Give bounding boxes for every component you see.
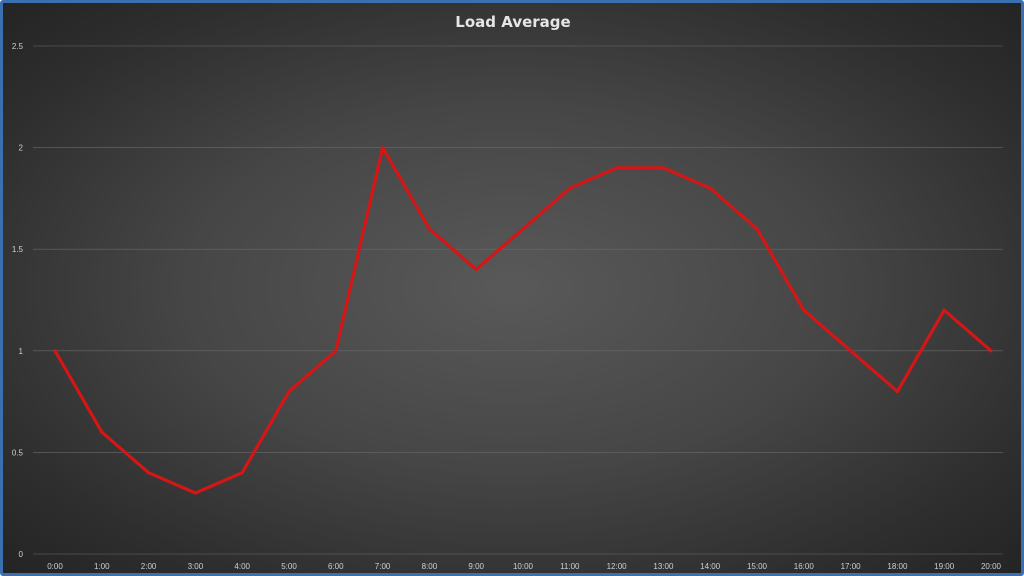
data-point: [474, 267, 478, 272]
y-axis-ticks: 0 0.5 1 1.5 2 2.5: [12, 42, 24, 559]
series-layer: [53, 146, 993, 495]
data-point: [381, 146, 385, 150]
data-point: [755, 227, 759, 231]
data-point: [193, 491, 197, 495]
x-tick-label: 0:00: [47, 562, 63, 571]
chart-title: Load Average: [455, 13, 570, 31]
data-point: [849, 349, 853, 353]
data-point: [942, 308, 946, 312]
data-point: [521, 227, 525, 231]
y-tick-label: 1.5: [12, 245, 24, 254]
data-point: [661, 166, 666, 170]
y-tick-label: 0.5: [12, 448, 24, 457]
x-tick-label: 17:00: [841, 562, 862, 571]
x-tick-label: 16:00: [794, 562, 815, 571]
x-tick-label: 11:00: [560, 562, 580, 571]
data-point: [287, 389, 291, 394]
x-tick-label: 20:00: [981, 562, 1002, 571]
y-tick-label: 1: [19, 347, 24, 356]
data-point: [147, 471, 151, 475]
data-point: [708, 186, 712, 190]
data-point: [427, 227, 431, 231]
x-tick-label: 12:00: [607, 562, 628, 571]
x-tick-label: 6:00: [328, 562, 344, 571]
data-point: [240, 471, 244, 475]
y-tick-label: 2.5: [12, 42, 24, 51]
data-point: [802, 308, 806, 312]
x-tick-label: 1:00: [94, 562, 110, 571]
data-point: [615, 166, 619, 170]
data-point: [334, 349, 338, 353]
data-point: [100, 430, 104, 434]
x-tick-label: 15:00: [747, 562, 768, 571]
x-tick-label: 4:00: [234, 562, 250, 571]
x-tick-label: 10:00: [513, 562, 534, 571]
data-point: [989, 349, 993, 353]
line-chart: Load Average 0 0.5 1 1.5 2 2.5 0:00 1:00 2:00 3:…: [12, 13, 1003, 571]
x-axis-ticks: 0:00 1:00 2:00 3:00 4:00 5:00 6:00 7:00 8:00 9:00…: [47, 562, 1001, 571]
x-tick-label: 3:00: [188, 562, 204, 571]
x-tick-label: 8:00: [422, 562, 438, 571]
data-point: [568, 186, 572, 190]
x-tick-label: 7:00: [375, 562, 391, 571]
x-tick-label: 13:00: [653, 562, 674, 571]
data-point: [895, 389, 900, 394]
x-tick-label: 9:00: [468, 562, 484, 571]
x-tick-label: 19:00: [934, 562, 955, 571]
y-tick-label: 2: [19, 144, 24, 153]
x-tick-label: 18:00: [887, 562, 908, 571]
x-tick-label: 2:00: [141, 562, 157, 571]
series-line-0: [53, 146, 993, 495]
data-point: [53, 349, 57, 353]
x-tick-label: 5:00: [281, 562, 297, 571]
x-tick-label: 14:00: [700, 562, 721, 571]
gridlines: [33, 45, 1003, 555]
y-tick-label: 0: [19, 550, 24, 559]
